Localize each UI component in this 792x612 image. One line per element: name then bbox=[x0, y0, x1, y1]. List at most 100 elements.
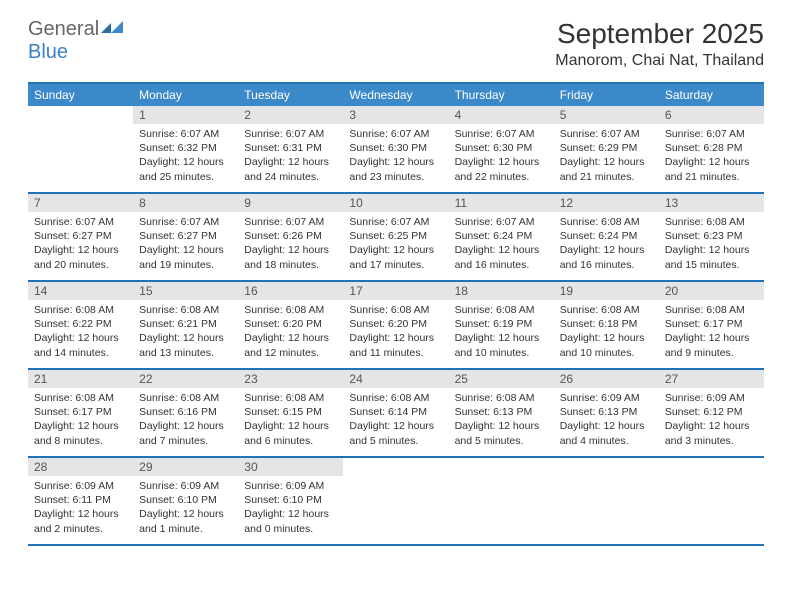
daylight-text: Daylight: 12 hours and 20 minutes. bbox=[34, 243, 127, 271]
daylight-text: Daylight: 12 hours and 5 minutes. bbox=[349, 419, 442, 447]
day-cell: 19Sunrise: 6:08 AMSunset: 6:18 PMDayligh… bbox=[554, 282, 659, 368]
sunset-text: Sunset: 6:13 PM bbox=[455, 405, 548, 419]
dayhead-wed: Wednesday bbox=[343, 84, 448, 106]
day-number: 30 bbox=[238, 458, 343, 476]
day-number: 13 bbox=[659, 194, 764, 212]
month-title: September 2025 bbox=[555, 18, 764, 50]
day-number: 29 bbox=[133, 458, 238, 476]
day-body: Sunrise: 6:07 AMSunset: 6:30 PMDaylight:… bbox=[343, 124, 448, 188]
day-body: Sunrise: 6:07 AMSunset: 6:26 PMDaylight:… bbox=[238, 212, 343, 276]
day-number: 27 bbox=[659, 370, 764, 388]
sunrise-text: Sunrise: 6:07 AM bbox=[244, 127, 337, 141]
sunrise-text: Sunrise: 6:08 AM bbox=[560, 215, 653, 229]
daylight-text: Daylight: 12 hours and 21 minutes. bbox=[665, 155, 758, 183]
daylight-text: Daylight: 12 hours and 4 minutes. bbox=[560, 419, 653, 447]
sunrise-text: Sunrise: 6:07 AM bbox=[455, 215, 548, 229]
day-number bbox=[28, 106, 133, 110]
day-number bbox=[554, 458, 659, 462]
daylight-text: Daylight: 12 hours and 13 minutes. bbox=[139, 331, 232, 359]
daylight-text: Daylight: 12 hours and 9 minutes. bbox=[665, 331, 758, 359]
day-number: 1 bbox=[133, 106, 238, 124]
daylight-text: Daylight: 12 hours and 8 minutes. bbox=[34, 419, 127, 447]
header: General Blue September 2025 Manorom, Cha… bbox=[0, 0, 792, 78]
day-cell: 2Sunrise: 6:07 AMSunset: 6:31 PMDaylight… bbox=[238, 106, 343, 192]
day-cell: 20Sunrise: 6:08 AMSunset: 6:17 PMDayligh… bbox=[659, 282, 764, 368]
sunrise-text: Sunrise: 6:08 AM bbox=[665, 303, 758, 317]
day-cell: 6Sunrise: 6:07 AMSunset: 6:28 PMDaylight… bbox=[659, 106, 764, 192]
daylight-text: Daylight: 12 hours and 22 minutes. bbox=[455, 155, 548, 183]
day-cell bbox=[659, 458, 764, 544]
sunset-text: Sunset: 6:27 PM bbox=[139, 229, 232, 243]
sunrise-text: Sunrise: 6:07 AM bbox=[139, 127, 232, 141]
day-number: 12 bbox=[554, 194, 659, 212]
sunset-text: Sunset: 6:17 PM bbox=[665, 317, 758, 331]
day-number: 25 bbox=[449, 370, 554, 388]
sunset-text: Sunset: 6:30 PM bbox=[349, 141, 442, 155]
daylight-text: Daylight: 12 hours and 10 minutes. bbox=[455, 331, 548, 359]
day-cell bbox=[554, 458, 659, 544]
daylight-text: Daylight: 12 hours and 18 minutes. bbox=[244, 243, 337, 271]
day-cell: 8Sunrise: 6:07 AMSunset: 6:27 PMDaylight… bbox=[133, 194, 238, 280]
sunrise-text: Sunrise: 6:07 AM bbox=[349, 127, 442, 141]
sunset-text: Sunset: 6:20 PM bbox=[349, 317, 442, 331]
sunset-text: Sunset: 6:22 PM bbox=[34, 317, 127, 331]
day-cell: 30Sunrise: 6:09 AMSunset: 6:10 PMDayligh… bbox=[238, 458, 343, 544]
sunrise-text: Sunrise: 6:09 AM bbox=[244, 479, 337, 493]
day-cell: 1 Sunrise: 6:07 AMSunset: 6:32 PMDaylight… bbox=[133, 106, 238, 192]
day-body: Sunrise: 6:08 AMSunset: 6:18 PMDaylight:… bbox=[554, 300, 659, 364]
day-cell: 24Sunrise: 6:08 AMSunset: 6:14 PMDayligh… bbox=[343, 370, 448, 456]
daylight-text: Daylight: 12 hours and 16 minutes. bbox=[455, 243, 548, 271]
day-number: 3 bbox=[343, 106, 448, 124]
daylight-text: Daylight: 12 hours and 25 minutes. bbox=[139, 155, 232, 183]
sunrise-text: Sunrise: 6:08 AM bbox=[34, 391, 127, 405]
day-number: 22 bbox=[133, 370, 238, 388]
day-body: Sunrise: 6:08 AMSunset: 6:21 PMDaylight:… bbox=[133, 300, 238, 364]
daylight-text: Daylight: 12 hours and 14 minutes. bbox=[34, 331, 127, 359]
day-body: Sunrise: 6:07 AMSunset: 6:30 PMDaylight:… bbox=[449, 124, 554, 188]
day-cell: 26Sunrise: 6:09 AMSunset: 6:13 PMDayligh… bbox=[554, 370, 659, 456]
day-number: 8 bbox=[133, 194, 238, 212]
day-body: Sunrise: 6:08 AMSunset: 6:14 PMDaylight:… bbox=[343, 388, 448, 452]
day-cell: 11Sunrise: 6:07 AMSunset: 6:24 PMDayligh… bbox=[449, 194, 554, 280]
day-header-row: Sunday Monday Tuesday Wednesday Thursday… bbox=[28, 84, 764, 106]
day-body: Sunrise: 6:07 AMSunset: 6:27 PMDaylight:… bbox=[28, 212, 133, 276]
day-cell: 14Sunrise: 6:08 AMSunset: 6:22 PMDayligh… bbox=[28, 282, 133, 368]
day-number: 11 bbox=[449, 194, 554, 212]
daylight-text: Daylight: 12 hours and 3 minutes. bbox=[665, 419, 758, 447]
day-number: 6 bbox=[659, 106, 764, 124]
sunrise-text: Sunrise: 6:08 AM bbox=[244, 391, 337, 405]
day-number: 14 bbox=[28, 282, 133, 300]
sunrise-text: Sunrise: 6:07 AM bbox=[560, 127, 653, 141]
sunset-text: Sunset: 6:25 PM bbox=[349, 229, 442, 243]
day-body: Sunrise: 6:08 AMSunset: 6:23 PMDaylight:… bbox=[659, 212, 764, 276]
day-cell: 25Sunrise: 6:08 AMSunset: 6:13 PMDayligh… bbox=[449, 370, 554, 456]
week-row: 14Sunrise: 6:08 AMSunset: 6:22 PMDayligh… bbox=[28, 282, 764, 370]
day-cell: 21Sunrise: 6:08 AMSunset: 6:17 PMDayligh… bbox=[28, 370, 133, 456]
sunset-text: Sunset: 6:31 PM bbox=[244, 141, 337, 155]
dayhead-sat: Saturday bbox=[659, 84, 764, 106]
sunset-text: Sunset: 6:26 PM bbox=[244, 229, 337, 243]
day-number: 4 bbox=[449, 106, 554, 124]
day-number: 10 bbox=[343, 194, 448, 212]
day-cell: 18Sunrise: 6:08 AMSunset: 6:19 PMDayligh… bbox=[449, 282, 554, 368]
sunset-text: Sunset: 6:27 PM bbox=[34, 229, 127, 243]
day-number bbox=[449, 458, 554, 462]
dayhead-mon: Monday bbox=[133, 84, 238, 106]
day-body: Sunrise: 6:08 AMSunset: 6:24 PMDaylight:… bbox=[554, 212, 659, 276]
sunset-text: Sunset: 6:21 PM bbox=[139, 317, 232, 331]
sunset-text: Sunset: 6:29 PM bbox=[560, 141, 653, 155]
day-body: Sunrise: 6:07 AMSunset: 6:25 PMDaylight:… bbox=[343, 212, 448, 276]
day-body: Sunrise: 6:08 AMSunset: 6:20 PMDaylight:… bbox=[238, 300, 343, 364]
daylight-text: Daylight: 12 hours and 23 minutes. bbox=[349, 155, 442, 183]
sunrise-text: Sunrise: 6:08 AM bbox=[349, 303, 442, 317]
logo-text: General Blue bbox=[28, 18, 123, 64]
weeks-container: 1Sunrise: 6:07 AMSunset: 6:32 PMDaylight… bbox=[28, 106, 764, 546]
week-row: 21Sunrise: 6:08 AMSunset: 6:17 PMDayligh… bbox=[28, 370, 764, 458]
dayhead-tue: Tuesday bbox=[238, 84, 343, 106]
daylight-text: Daylight: 12 hours and 5 minutes. bbox=[455, 419, 548, 447]
sunrise-text: Sunrise: 6:09 AM bbox=[665, 391, 758, 405]
sunrise-text: Sunrise: 6:07 AM bbox=[455, 127, 548, 141]
sunset-text: Sunset: 6:32 PM bbox=[139, 141, 232, 155]
day-cell: 3Sunrise: 6:07 AMSunset: 6:30 PMDaylight… bbox=[343, 106, 448, 192]
day-cell: 5Sunrise: 6:07 AMSunset: 6:29 PMDaylight… bbox=[554, 106, 659, 192]
